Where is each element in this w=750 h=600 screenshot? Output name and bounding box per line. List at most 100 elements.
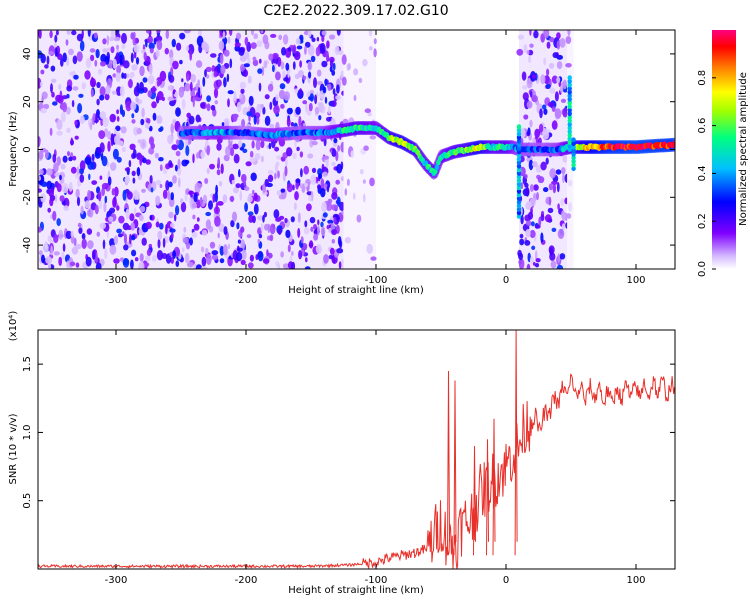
noise-speck <box>201 229 208 236</box>
y-tick-label: 1.0 <box>22 424 33 440</box>
noise-speck <box>40 53 46 64</box>
noise-speck <box>104 248 108 260</box>
noise-speck <box>310 174 317 185</box>
noise-speck <box>304 45 307 56</box>
noise-speck <box>171 38 176 48</box>
noise-speck <box>214 216 221 227</box>
noise-speck <box>286 117 291 127</box>
noise-speck <box>535 258 541 263</box>
noise-speck <box>100 118 104 126</box>
noise-speck <box>543 30 550 39</box>
noise-speck <box>241 119 246 128</box>
noise-speck <box>333 137 338 144</box>
noise-speck <box>257 238 261 244</box>
noise-speck <box>70 230 74 238</box>
noise-speck <box>262 34 269 45</box>
noise-speck <box>277 263 281 269</box>
noise-speck <box>534 128 541 139</box>
noise-speck <box>534 250 538 261</box>
noise-speck <box>113 134 121 145</box>
noise-speck <box>181 247 185 253</box>
noise-speck <box>136 127 142 135</box>
noise-speck <box>282 34 289 45</box>
noise-speck <box>129 213 135 222</box>
noise-speck <box>199 196 203 206</box>
streak-cell <box>516 199 522 205</box>
noise-speck <box>267 174 274 183</box>
noise-speck <box>261 155 264 163</box>
noise-speck <box>542 130 550 140</box>
noise-speck <box>322 155 329 160</box>
streak-cell <box>516 131 522 137</box>
noise-speck <box>562 79 567 90</box>
noise-speck <box>72 155 77 161</box>
streak-cell <box>516 210 522 216</box>
noise-speck <box>46 180 52 190</box>
noise-speck <box>252 189 255 195</box>
noise-speck <box>321 60 328 68</box>
noise-speck <box>230 220 235 228</box>
noise-speck <box>239 81 246 90</box>
noise-speck <box>247 262 254 269</box>
noise-speck <box>565 36 572 44</box>
noise-speck <box>308 71 312 79</box>
noise-speck <box>63 205 69 212</box>
streak-cell <box>516 138 522 144</box>
noise-speck <box>296 146 300 152</box>
noise-speck <box>335 95 341 100</box>
noise-speck <box>164 47 169 55</box>
noise-speck <box>121 146 126 153</box>
noise-speck <box>305 257 308 263</box>
noise-speck <box>174 214 177 222</box>
noise-speck <box>304 182 308 188</box>
y-tick-label: 1.5 <box>22 356 33 372</box>
noise-speck <box>85 256 92 267</box>
noise-speck <box>162 189 168 199</box>
noise-speck <box>170 192 174 201</box>
noise-speck <box>253 33 258 40</box>
noise-speck <box>196 217 200 222</box>
noise-speck <box>561 212 568 221</box>
noise-speck <box>115 72 121 82</box>
noise-speck <box>62 155 68 163</box>
noise-speck <box>223 49 230 57</box>
noise-speck <box>132 177 136 184</box>
noise-speck <box>215 202 219 213</box>
noise-speck <box>201 246 205 253</box>
noise-speck <box>277 228 282 235</box>
noise-speck <box>152 112 157 121</box>
noise-speck <box>549 36 555 43</box>
noise-speck <box>333 217 337 224</box>
noise-speck <box>118 215 125 224</box>
noise-speck <box>87 209 92 217</box>
noise-speck <box>170 232 174 239</box>
streak-cell <box>567 136 572 142</box>
noise-speck <box>117 233 123 238</box>
noise-speck <box>211 250 219 256</box>
noise-speck <box>278 34 283 40</box>
noise-speck <box>212 193 216 203</box>
noise-speck <box>531 245 536 250</box>
noise-speck <box>364 108 371 113</box>
noise-speck <box>249 254 254 262</box>
snr-frame <box>37 329 676 570</box>
noise-speck <box>326 185 330 193</box>
noise-speck <box>133 191 137 197</box>
noise-speck <box>46 55 50 65</box>
noise-speck <box>545 157 549 165</box>
noise-speck <box>531 221 535 227</box>
noise-speck <box>567 179 573 187</box>
noise-speck <box>286 183 293 193</box>
streak-cell <box>567 118 572 124</box>
noise-speck <box>38 250 43 256</box>
noise-speck <box>129 233 132 245</box>
colorbar-tick-label: 0.8 <box>697 70 708 86</box>
noise-speck <box>298 116 302 127</box>
noise-speck <box>331 161 336 167</box>
noise-speck <box>133 44 140 53</box>
noise-speck <box>262 106 266 115</box>
noise-speck <box>223 244 228 256</box>
noise-speck <box>99 175 103 180</box>
noise-speck <box>331 148 337 157</box>
noise-speck <box>243 180 247 187</box>
